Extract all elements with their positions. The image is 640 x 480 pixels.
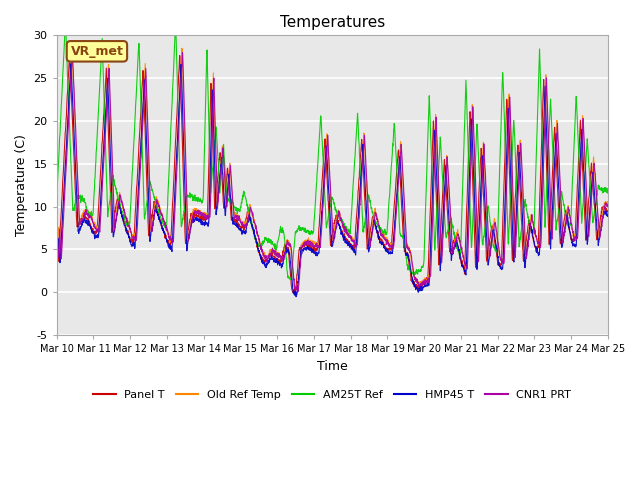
- Title: Temperatures: Temperatures: [280, 15, 385, 30]
- Text: VR_met: VR_met: [70, 45, 124, 58]
- Y-axis label: Temperature (C): Temperature (C): [15, 134, 28, 236]
- Legend: Panel T, Old Ref Temp, AM25T Ref, HMP45 T, CNR1 PRT: Panel T, Old Ref Temp, AM25T Ref, HMP45 …: [89, 385, 576, 404]
- X-axis label: Time: Time: [317, 360, 348, 372]
